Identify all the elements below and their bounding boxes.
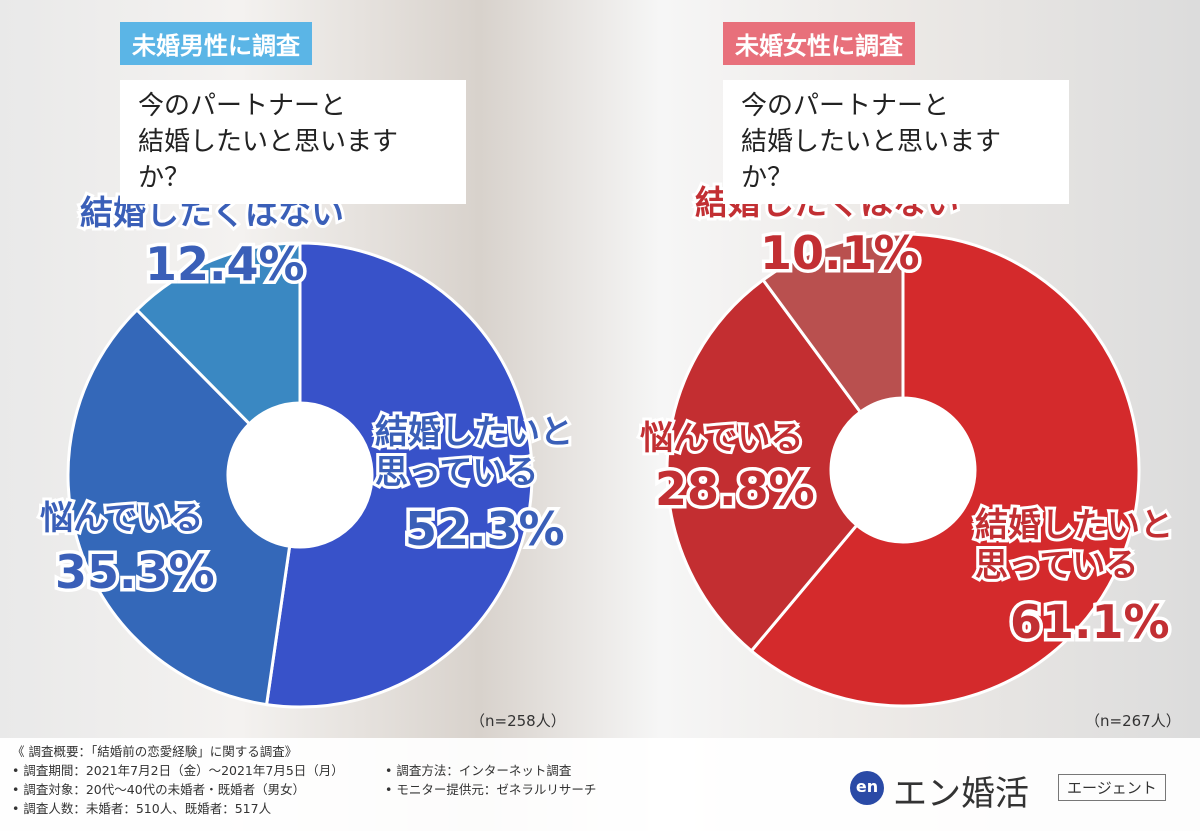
value-label: 12.4% xyxy=(142,234,309,295)
category-label: 悩んでいる xyxy=(637,415,806,460)
survey-left: • 調査期間：2021年7月2日（金）〜2021年7月5日（月） • 調査対象：2… xyxy=(12,761,344,818)
survey-item: • 調査方法：インターネット調査 xyxy=(385,763,572,778)
value-label: 35.3% xyxy=(52,542,219,603)
category-label: 結婚したいと 思っている xyxy=(372,409,576,494)
category-label: 悩んでいる xyxy=(37,495,206,540)
logo-tag: エージェント xyxy=(1058,774,1166,801)
value-label: 61.1% xyxy=(1007,592,1174,653)
survey-item: • 調査期間：2021年7月2日（金）〜2021年7月5日（月） xyxy=(12,763,344,778)
chart-subtitle: 今のパートナーと 結婚したいと思いますか？ xyxy=(723,80,1069,204)
chart-subtitle: 今のパートナーと 結婚したいと思いますか？ xyxy=(120,80,466,204)
chart-title: 未婚女性に調査 xyxy=(723,22,915,65)
survey-item: • 調査人数：未婚者：510人、既婚者：517人 xyxy=(12,801,272,816)
chart-title: 未婚男性に調査 xyxy=(120,22,312,65)
value-label: 52.3% xyxy=(402,499,569,560)
donut-hole xyxy=(831,398,975,542)
value-label: 28.8% xyxy=(652,459,819,520)
category-label: 結婚したいと 思っている xyxy=(972,502,1176,587)
survey-item: • モニター提供元：ゼネラルリサーチ xyxy=(385,782,597,797)
survey-heading: 《 調査概要：「結婚前の恋愛経験」に関する調査》 xyxy=(12,744,298,759)
logo-name: エン婚活 xyxy=(893,774,1029,814)
footer: 《 調査概要：「結婚前の恋愛経験」に関する調査》 • 調査期間：2021年7月2… xyxy=(0,738,1200,831)
survey-item: • 調査対象：20代〜40代の未婚者・既婚者（男女） xyxy=(12,782,306,797)
sample-size: （n=267人） xyxy=(1085,712,1181,730)
value-label: 10.1% xyxy=(757,223,924,284)
logo-mark: en xyxy=(850,771,884,805)
donut-hole xyxy=(228,403,372,547)
sample-size: （n=258人） xyxy=(470,712,566,730)
survey-right: • 調査方法：インターネット調査 • モニター提供元：ゼネラルリサーチ xyxy=(385,761,596,799)
